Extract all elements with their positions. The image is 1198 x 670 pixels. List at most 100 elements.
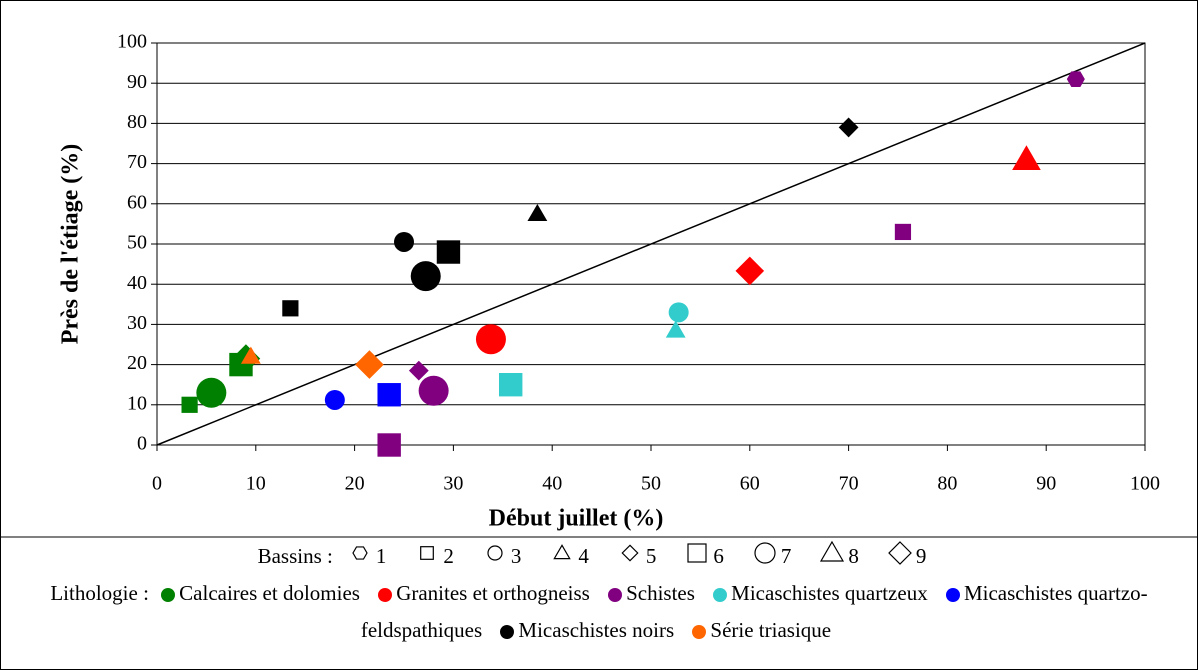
point — [668, 302, 689, 323]
point — [1066, 71, 1085, 87]
point — [665, 320, 686, 338]
legend-item: Micaschistes noirs — [499, 618, 674, 642]
legend-item: Granites et orthogneiss — [377, 581, 590, 605]
x-tick-label: 90 — [1036, 473, 1056, 495]
legend-item: Micaschistes quartzo-feldspathiques — [361, 581, 1148, 642]
legend-item: Calcaires et dolomies — [160, 581, 360, 605]
y-tick-label: 30 — [127, 312, 147, 334]
x-tick-label: 20 — [345, 473, 365, 495]
basin-label: 8 — [848, 544, 859, 568]
basin-icon — [754, 542, 776, 564]
x-tick-label: 100 — [1130, 473, 1160, 495]
point — [894, 223, 912, 241]
legend-swatch — [945, 588, 960, 602]
legend: Bassins : 1 2 3 4 5 6 7 8 9 Lithologie : Calcaire… — [10, 538, 1188, 649]
y-tick-label: 50 — [127, 232, 147, 254]
swatch — [945, 588, 960, 602]
basin-shape — [687, 543, 707, 563]
basin-icon — [553, 544, 572, 560]
basin-shape — [621, 544, 639, 562]
legend-label: Micaschistes quartzo-feldspathiques — [360, 581, 1148, 642]
basin-shape — [487, 545, 503, 561]
legend-swatch — [608, 588, 623, 602]
x-tick-label: 30 — [443, 473, 463, 495]
point — [735, 256, 765, 286]
basin-label: 2 — [443, 544, 454, 568]
point — [838, 117, 859, 138]
legend-swatch — [692, 625, 707, 639]
basin-shape — [820, 540, 845, 562]
legend-swatch — [161, 588, 176, 602]
basin-icon — [888, 541, 912, 565]
basin-legend-item: 7 — [752, 542, 792, 568]
legend-label: Série triasique — [710, 618, 832, 642]
basin-legend-title: Bassins : — [257, 544, 333, 568]
basin-shape — [420, 546, 435, 560]
basin-legend-item: 2 — [414, 544, 454, 568]
basin-legend-item: 3 — [482, 544, 522, 568]
legend-label: Schistes — [626, 581, 695, 605]
lithology-legend: Lithologie : Calcaires et dolomies Grani… — [10, 575, 1188, 649]
identity-line — [156, 42, 1146, 446]
x-tick-label: 50 — [641, 473, 661, 495]
point — [436, 240, 461, 264]
basin-icon — [687, 543, 707, 563]
basin-icon — [621, 544, 639, 562]
legend-label: Granites et orthogneiss — [396, 581, 590, 605]
basin-icon — [487, 545, 503, 561]
basin-shape — [754, 542, 776, 564]
y-tick-label: 20 — [127, 352, 147, 374]
point — [527, 203, 548, 222]
basin-label: 9 — [915, 544, 927, 568]
y-tick-label: 40 — [127, 272, 147, 294]
point — [377, 433, 401, 457]
point — [394, 231, 414, 252]
point — [499, 373, 523, 397]
x-tick-label: 10 — [246, 473, 266, 495]
y-tick-label: 70 — [127, 151, 147, 173]
legend-label: Micaschistes noirs — [518, 618, 675, 642]
legend-item: Micaschistes quartzeux — [712, 581, 928, 605]
swatch — [161, 588, 176, 602]
x-tick-label: 60 — [740, 473, 760, 495]
basin-legend-item: 6 — [684, 543, 724, 568]
legend-label: Micaschistes quartzeux — [731, 581, 928, 605]
legend-item: Schistes — [607, 581, 695, 605]
point — [282, 300, 299, 317]
basin-legend-item: 4 — [549, 544, 589, 568]
point — [181, 396, 198, 413]
swatch — [500, 625, 515, 639]
x-axis-title: Début juillet (%) — [489, 506, 664, 532]
basin-legend-item: 9 — [887, 541, 927, 568]
legend-swatch — [378, 588, 393, 602]
y-tick-label: 10 — [127, 392, 147, 414]
y-tick-label: 100 — [117, 31, 147, 53]
basin-label: 1 — [375, 544, 387, 568]
point — [410, 261, 441, 292]
basin-label: 4 — [578, 544, 589, 568]
y-tick-label: 90 — [127, 71, 147, 93]
basin-label: 3 — [510, 544, 522, 568]
x-tick-label: 70 — [839, 473, 859, 495]
basin-shape — [888, 541, 912, 565]
y-tick-label: 0 — [137, 433, 147, 455]
point — [355, 350, 384, 379]
basin-shape — [352, 546, 368, 560]
y-axis-title: Près de l'étiage (%) — [58, 144, 84, 345]
basin-legend-item: 8 — [819, 540, 859, 568]
point — [196, 377, 227, 408]
point — [377, 383, 401, 407]
basin-legend-item: 1 — [347, 544, 387, 568]
basin-label: 7 — [780, 544, 792, 568]
swatch — [692, 625, 707, 639]
swatch — [378, 588, 393, 602]
y-tick-label: 60 — [127, 191, 147, 213]
legend-item: Série triasique — [691, 618, 831, 642]
legend-swatch — [713, 588, 728, 602]
point — [240, 346, 261, 364]
point — [418, 375, 449, 406]
lithology-legend-title: Lithologie : — [50, 581, 149, 605]
basin-label: 5 — [645, 544, 657, 568]
